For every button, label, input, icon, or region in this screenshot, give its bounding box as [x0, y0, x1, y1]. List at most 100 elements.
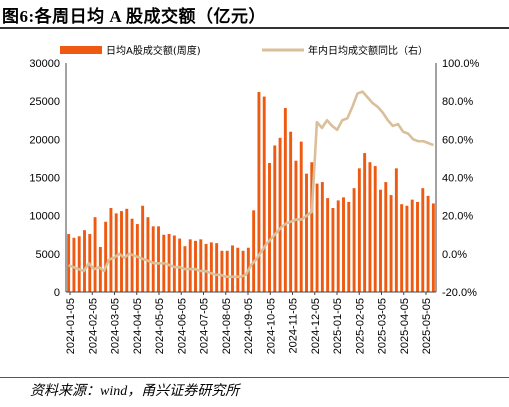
- bar-44: [299, 141, 303, 292]
- bar-24: [194, 240, 197, 292]
- x-tick-label-13: 2025-02-05: [354, 298, 366, 354]
- bar-0: [67, 233, 71, 292]
- x-tick-label-12: 2025-01-05: [332, 298, 344, 354]
- y-right-tick-2: 20.0%: [442, 211, 473, 223]
- bar-29: [220, 250, 224, 292]
- bar-45: [305, 173, 308, 292]
- bar-19: [167, 233, 171, 292]
- y-left-tick-6: 30000: [29, 58, 60, 70]
- axes: [65, 63, 437, 293]
- y-left-tick-5: 25000: [29, 96, 60, 108]
- bar-40: [278, 137, 282, 292]
- x-tick-label-0: 2024-01-05: [65, 298, 77, 354]
- bar-1: [72, 237, 76, 292]
- bar-14: [141, 205, 145, 292]
- bar-68: [426, 195, 430, 292]
- y-left-tick-0: 0: [54, 287, 60, 299]
- bar-5: [93, 217, 97, 292]
- bar-23: [188, 239, 192, 292]
- y-right-tick-4: 60.0%: [442, 134, 473, 146]
- bar-62: [394, 168, 398, 292]
- bar-47: [315, 183, 319, 292]
- bar-46: [310, 162, 314, 292]
- bar-57: [368, 162, 372, 292]
- bar-10: [120, 211, 123, 292]
- bar-39: [273, 145, 277, 292]
- y-right-tick-6: 100.0%: [442, 58, 480, 70]
- x-tick-label-15: 2025-04-05: [399, 298, 411, 354]
- bar-25: [199, 239, 203, 292]
- y-left-tick-3: 15000: [29, 173, 60, 185]
- bar-55: [357, 168, 361, 292]
- legend: 日均A股成交额(周度) 年内日均成交额同比（右）: [60, 44, 428, 57]
- legend-line-label: 年内日均成交额同比（右）: [308, 44, 428, 57]
- x-tick-label-10: 2024-11-05: [288, 298, 300, 353]
- bar-2: [77, 236, 81, 292]
- x-tick-label-9: 2024-10-05: [265, 298, 277, 354]
- bar-11: [125, 208, 129, 292]
- bar-8: [109, 208, 113, 292]
- bar-28: [215, 243, 219, 292]
- bar-35: [252, 210, 256, 292]
- y-right-tick-0: -20.0%: [442, 287, 477, 299]
- bar-50: [331, 208, 335, 292]
- bar-58: [373, 166, 377, 292]
- y-right-tick-1: 0.0%: [442, 249, 467, 261]
- bar-20: [172, 235, 176, 292]
- bar-31: [231, 245, 234, 292]
- x-tick-label-4: 2024-05-05: [154, 298, 166, 354]
- x-tick-label-11: 2024-12-05: [310, 298, 322, 354]
- bar-30: [225, 250, 229, 292]
- bar-16: [151, 226, 155, 292]
- x-tick-label-3: 2024-04-05: [132, 298, 144, 354]
- yoy-line: [68, 90, 434, 279]
- bar-60: [384, 182, 388, 292]
- x-tick-label-6: 2024-07-05: [199, 298, 211, 354]
- bar-56: [363, 153, 367, 292]
- footer-divider: [0, 377, 509, 378]
- bar-38: [268, 163, 271, 292]
- bar-27: [209, 242, 213, 292]
- bar-49: [326, 198, 330, 292]
- bar-51: [336, 200, 340, 292]
- y-left-tick-1: 5000: [36, 249, 60, 261]
- bar-7: [104, 221, 108, 292]
- bar-41: [283, 108, 287, 292]
- bar-63: [400, 204, 404, 292]
- bar-37: [262, 96, 266, 292]
- y-left-tick-4: 20000: [29, 134, 60, 146]
- bar-21: [178, 238, 182, 292]
- bar-17: [157, 226, 160, 292]
- bar-53: [347, 201, 351, 292]
- x-tick-label-7: 2024-08-05: [221, 298, 233, 354]
- bar-59: [379, 189, 382, 292]
- y-left-tick-2: 10000: [29, 211, 60, 223]
- source-note: 资料来源：wind，甬兴证券研究所: [30, 384, 240, 399]
- bar-65: [410, 199, 414, 292]
- title-divider: [0, 27, 509, 29]
- legend-bar-swatch: [60, 46, 102, 54]
- bar-9: [114, 213, 118, 292]
- right-axis-ticks: -20.0% 0.0% 20.0% 40.0% 60.0% 80.0% 100.0%: [442, 58, 480, 299]
- x-tick-label-1: 2024-02-05: [87, 298, 99, 354]
- left-axis-ticks: 0 5000 10000 15000 20000 25000 30000: [29, 58, 60, 299]
- legend-bar-label: 日均A股成交额(周度): [106, 44, 201, 57]
- bar-32: [236, 247, 240, 292]
- bar-36: [257, 92, 261, 292]
- bar-15: [146, 217, 150, 292]
- x-tick-label-16: 2025-05-05: [421, 298, 433, 354]
- x-tick-label-5: 2024-06-05: [176, 298, 188, 354]
- figure-title: 图6:各周日均 A 股成交额（亿元）: [2, 7, 266, 26]
- y-right-tick-3: 40.0%: [442, 173, 473, 185]
- bar-33: [241, 250, 245, 292]
- bar-64: [405, 205, 409, 292]
- y-right-tick-5: 80.0%: [442, 96, 473, 108]
- bar-66: [416, 201, 419, 292]
- x-tick-label-2: 2024-03-05: [110, 298, 122, 354]
- x-tick-label-14: 2025-03-05: [377, 298, 389, 354]
- x-axis-ticks: 2024-01-05 2024-02-05 2024-03-05 2024-04-05…: [65, 292, 433, 354]
- bar-52: [342, 197, 345, 292]
- x-tick-label-8: 2024-09-05: [243, 298, 255, 354]
- bar-42: [289, 131, 293, 292]
